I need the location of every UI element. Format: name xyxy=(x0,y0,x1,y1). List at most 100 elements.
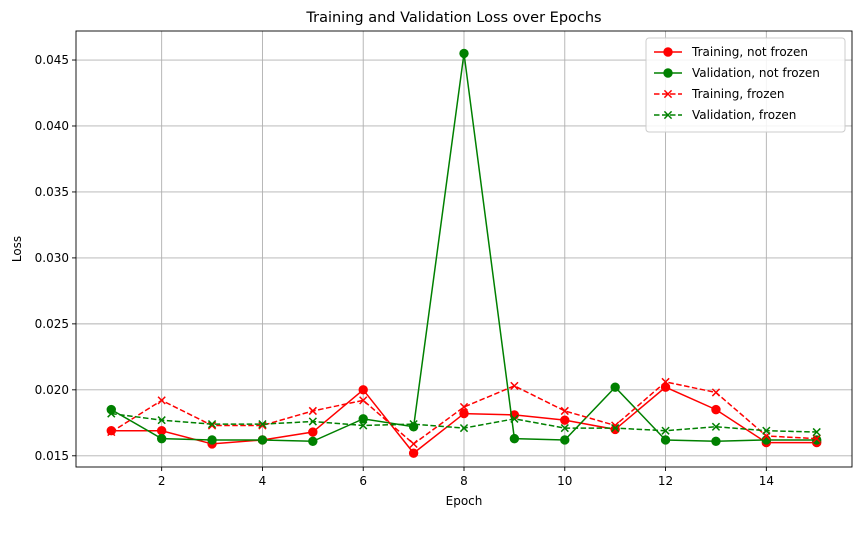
legend-marker-stroke xyxy=(663,89,673,99)
legend-entry: Training, frozen xyxy=(654,87,785,101)
data-point xyxy=(207,435,217,445)
y-tick-label: 0.020 xyxy=(35,383,69,397)
series-2 xyxy=(106,48,822,446)
data-point xyxy=(358,414,368,424)
data-point xyxy=(107,427,116,437)
y-tick-label: 0.040 xyxy=(35,119,69,133)
data-point-stroke xyxy=(711,422,721,431)
data-point xyxy=(661,426,670,435)
data-point xyxy=(408,448,419,458)
legend-marker xyxy=(663,47,673,57)
legend: Training, not frozen Validation, not froz… xyxy=(645,37,846,133)
data-point xyxy=(156,426,167,436)
x-axis: 2 4 6 8 10 12 14 xyxy=(158,467,774,488)
data-point-stroke xyxy=(812,434,821,443)
y-tick-label: 0.025 xyxy=(35,317,69,331)
data-point xyxy=(308,417,317,426)
x-tick-label: 4 xyxy=(259,474,267,488)
data-point xyxy=(661,377,670,387)
data-point xyxy=(812,427,821,437)
legend-entry: Validation, not frozen xyxy=(654,66,820,80)
data-point xyxy=(560,435,570,445)
data-point xyxy=(359,396,368,405)
data-point xyxy=(610,382,620,392)
data-point-stroke xyxy=(510,381,519,390)
data-point xyxy=(106,426,116,436)
data-point xyxy=(812,434,821,443)
data-point xyxy=(308,406,317,416)
y-tick-label: 0.035 xyxy=(35,185,69,199)
data-point xyxy=(207,419,217,429)
chart-title: Training and Validation Loss over Epochs xyxy=(305,10,601,26)
data-point-stroke xyxy=(308,406,317,416)
data-point xyxy=(611,423,620,433)
data-point xyxy=(711,422,721,431)
data-point xyxy=(308,436,318,446)
data-point-stroke xyxy=(510,414,519,423)
data-point xyxy=(207,421,217,430)
y-axis: 0.015 0.020 0.025 0.030 0.035 0.040 0.045 xyxy=(35,53,76,463)
data-point-stroke xyxy=(812,427,821,437)
data-point-stroke xyxy=(711,388,721,397)
data-point xyxy=(510,381,519,390)
data-point xyxy=(711,388,721,397)
data-point xyxy=(157,396,166,405)
data-point xyxy=(359,421,368,430)
data-point xyxy=(660,382,671,392)
data-point-stroke xyxy=(359,396,368,405)
data-point xyxy=(711,404,721,415)
data-point-stroke xyxy=(560,406,569,416)
data-point-stroke xyxy=(661,377,670,387)
data-point xyxy=(560,423,569,433)
data-point xyxy=(560,415,570,425)
series-layer xyxy=(106,48,822,458)
data-point-stroke xyxy=(258,419,267,429)
data-point-stroke xyxy=(762,426,771,435)
data-point-stroke xyxy=(409,439,418,449)
data-point xyxy=(257,435,268,445)
data-point-stroke xyxy=(409,419,418,429)
data-point-stroke xyxy=(661,426,670,435)
data-point-stroke xyxy=(560,423,569,433)
data-point-stroke xyxy=(459,423,469,433)
x-tick-label: 10 xyxy=(557,474,572,488)
data-point-stroke xyxy=(611,423,620,433)
data-point-stroke xyxy=(207,421,217,430)
data-point-stroke xyxy=(258,421,267,430)
data-point xyxy=(157,416,166,425)
legend-marker xyxy=(663,89,673,99)
legend-label: Training, frozen xyxy=(691,87,785,101)
data-point-stroke xyxy=(207,419,217,429)
legend-marker xyxy=(663,68,673,78)
data-point xyxy=(459,48,469,59)
data-point xyxy=(308,427,318,437)
data-point xyxy=(459,408,469,419)
legend-marker-stroke xyxy=(663,110,673,120)
data-point xyxy=(509,433,520,444)
data-point-stroke xyxy=(308,417,317,426)
data-point xyxy=(258,421,267,430)
data-point xyxy=(156,433,167,444)
data-point xyxy=(510,414,519,423)
legend-box xyxy=(645,37,846,133)
y-tick-label: 0.045 xyxy=(35,53,69,67)
data-point xyxy=(459,402,469,412)
y-tick-label: 0.015 xyxy=(35,449,69,463)
data-point xyxy=(409,419,418,429)
legend-marker xyxy=(663,110,673,120)
data-point xyxy=(258,419,267,429)
data-point xyxy=(660,435,671,445)
data-point-stroke xyxy=(459,402,469,412)
legend-label: Training, not frozen xyxy=(691,45,808,59)
x-tick-label: 8 xyxy=(460,474,468,488)
data-point xyxy=(409,439,418,449)
data-point-stroke xyxy=(157,416,166,425)
data-point xyxy=(762,426,771,435)
data-point xyxy=(358,385,368,395)
data-point-stroke xyxy=(107,409,116,418)
x-tick-label: 14 xyxy=(759,474,774,488)
x-tick-label: 12 xyxy=(658,474,673,488)
x-axis-label: Epoch xyxy=(446,494,483,508)
data-point xyxy=(560,406,569,416)
